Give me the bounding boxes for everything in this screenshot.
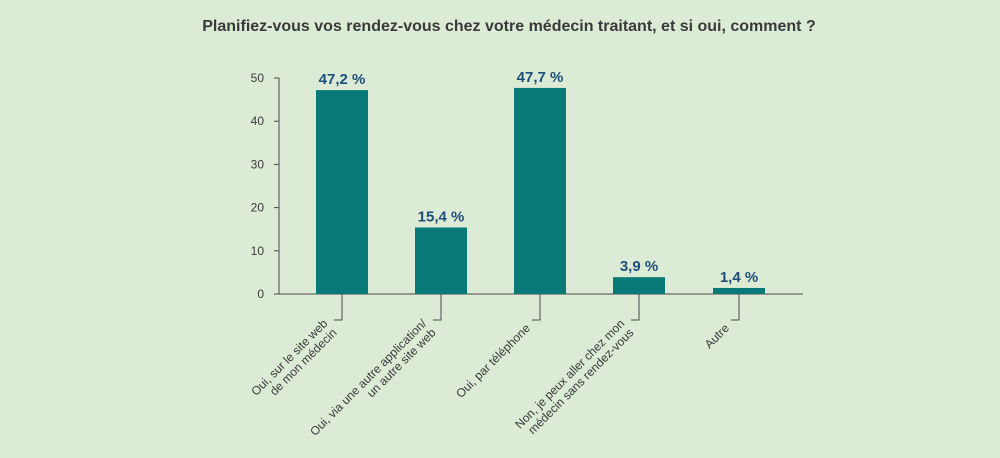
y-tick-label: 0 <box>257 287 264 301</box>
value-label: 47,7 % <box>517 69 564 86</box>
x-tick-label-line: Autre <box>702 321 732 351</box>
bar <box>415 227 467 294</box>
value-label: 1,4 % <box>720 269 758 286</box>
y-tick-label: 10 <box>251 244 265 258</box>
x-tick-label: Autre <box>702 321 732 351</box>
y-axis-ticks: 0 10 20 30 40 50 <box>251 71 279 301</box>
x-label-leader <box>731 294 740 321</box>
x-label-leader <box>631 294 640 321</box>
x-label-leader <box>532 294 541 321</box>
bar <box>713 287 765 294</box>
bar <box>316 90 368 294</box>
x-tick-label-line: médecin sans rendez-vous <box>525 326 636 437</box>
bars <box>316 87 765 294</box>
x-tick-label-line: Oui, sur le site web <box>248 316 330 398</box>
x-tick-label: Oui, par téléphone <box>453 321 533 401</box>
chart-title: Planifiez-vous vos rendez-vous chez votr… <box>202 18 815 35</box>
bar <box>613 277 665 294</box>
value-label: 3,9 % <box>620 258 658 275</box>
bar <box>514 87 566 294</box>
y-tick-label: 30 <box>251 157 265 171</box>
value-labels: 47,2 % 15,4 % 47,7 % 3,9 % 1,4 % <box>319 69 759 286</box>
y-tick-label: 40 <box>251 114 265 128</box>
y-tick-label: 20 <box>251 201 265 215</box>
y-tick-label: 50 <box>251 71 265 85</box>
value-label: 15,4 % <box>418 208 465 225</box>
value-label: 47,2 % <box>319 71 366 88</box>
x-tick-label-line: Oui, par téléphone <box>453 321 533 401</box>
x-label-leader <box>433 294 442 321</box>
x-label-leader <box>334 294 343 321</box>
